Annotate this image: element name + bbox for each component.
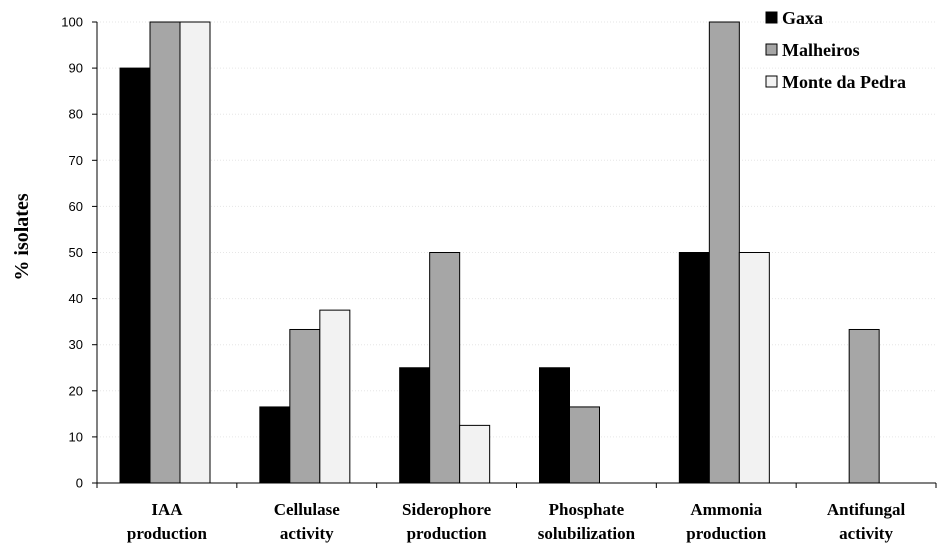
bar-malheiros (149, 21, 181, 484)
y-tick-label: 90 (69, 61, 83, 76)
bar-malheiros (708, 21, 740, 484)
legend-swatch-malheiros (765, 43, 778, 56)
legend-swatch-monte-da-pedra (765, 75, 778, 88)
x-category-label: production (127, 524, 208, 543)
bar-malheiros (848, 328, 880, 484)
bars (119, 21, 880, 484)
gridlines (97, 21, 936, 438)
legend: Gaxa Malheiros Monte da Pedra (765, 8, 906, 92)
bar-malheiros (429, 252, 461, 484)
x-category-labels: IAA production Cellulase activity Siderophor… (127, 500, 906, 543)
legend-label: Monte da Pedra (782, 72, 906, 92)
bar-gaxa (678, 252, 710, 484)
x-category-label: activity (280, 524, 334, 543)
y-tick-label: 100 (61, 15, 83, 30)
y-tick-label: 10 (69, 429, 83, 444)
y-tick-label: 20 (69, 383, 83, 398)
y-tick-label: 40 (69, 291, 83, 306)
x-category-label: Antifungal (827, 500, 906, 519)
x-category-label: production (407, 524, 488, 543)
y-tick-label: 0 (76, 476, 83, 491)
x-category-label: IAA (151, 500, 183, 519)
y-tick-label: 30 (69, 337, 83, 352)
y-tick-label: 50 (69, 245, 83, 260)
bar-monte-da-pedra (738, 252, 770, 484)
x-category-label: Phosphate (549, 500, 625, 519)
axes (92, 21, 937, 488)
bar-gaxa (259, 406, 291, 484)
x-category-label: Siderophore (402, 500, 492, 519)
bar-gaxa (539, 367, 570, 484)
bar-monte-da-pedra (319, 309, 351, 484)
x-category-label: production (686, 524, 767, 543)
bar-malheiros (289, 328, 321, 484)
x-category-label: Ammonia (690, 500, 762, 519)
bar-gaxa (399, 367, 431, 484)
legend-label: Gaxa (782, 8, 823, 28)
bar-monte-da-pedra (179, 21, 211, 484)
x-category-label: Cellulase (274, 500, 341, 519)
bar-malheiros (569, 406, 600, 484)
bar-gaxa (119, 67, 151, 484)
x-category-label: solubilization (538, 524, 636, 543)
legend-label: Malheiros (782, 40, 860, 60)
bar-monte-da-pedra (459, 424, 491, 484)
y-tick-label: 80 (69, 107, 83, 122)
x-category-label: activity (839, 524, 893, 543)
legend-swatch-gaxa (765, 11, 778, 24)
y-tick-label: 60 (69, 199, 83, 214)
y-axis-label: % isolates (11, 193, 33, 280)
y-tick-label: 70 (69, 153, 83, 168)
y-tick-labels: 0 10 20 30 40 50 60 70 80 90 100 (61, 15, 83, 491)
